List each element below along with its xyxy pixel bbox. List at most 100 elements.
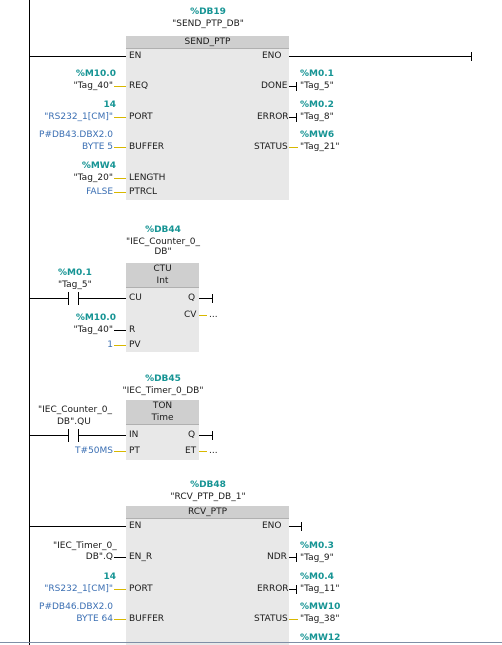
send-port-pin: PORT [129, 112, 153, 122]
rcv-error-tick [296, 585, 297, 594]
ctu-r-wire [114, 330, 126, 331]
rcv-enr-tag-line2[interactable]: DB".Q [85, 552, 113, 562]
send-ptrcl-wire [114, 192, 126, 193]
ctu-q-tick [212, 294, 213, 303]
ton-pt-pin: PT [129, 446, 140, 456]
send-req-wire [114, 86, 126, 87]
ctu-contact-address: %M0.1 [58, 268, 92, 278]
send-port-wire [114, 117, 126, 118]
rcv-enr-tag-line1[interactable]: "IEC_Timer_0_ [53, 541, 117, 551]
send-done-wire [289, 86, 297, 87]
ctu-type: Int [126, 275, 199, 288]
rcv-error-pin: ERROR [257, 584, 289, 594]
send-status-pin: STATUS [254, 142, 288, 152]
ton-et-pin: ET [185, 446, 197, 456]
ton-pt-value[interactable]: T#50MS [75, 446, 113, 456]
send-error-address: %M0.2 [300, 100, 334, 110]
rcv-error-wire [289, 589, 297, 590]
send-eno-wire [289, 56, 472, 57]
ctu-contact-tag[interactable]: "Tag_5" [58, 280, 92, 290]
send-length-tag[interactable]: "Tag_20" [73, 173, 113, 183]
rcv-ndr-pin: NDR [267, 552, 287, 562]
send-req-pin: REQ [129, 81, 149, 91]
ton-q-wire [199, 435, 213, 436]
ton-contact-tag-line2[interactable]: DB".QU [57, 417, 91, 427]
send-ptp-title: SEND_PTP [126, 36, 289, 49]
send-status-tag[interactable]: "Tag_21" [300, 142, 340, 152]
ctu-pv-value[interactable]: 1 [107, 340, 113, 350]
send-length-address: %MW4 [81, 161, 116, 171]
rcv-error-tag[interactable]: "Tag_11" [300, 584, 340, 594]
rcv-eno-pin: ENO [262, 521, 282, 531]
ton-et-wire [199, 451, 207, 452]
ctu-cu-wire-right [78, 298, 126, 299]
send-error-pin: ERROR [257, 112, 289, 122]
send-buffer-pointer[interactable]: P#DB43.DBX2.0 [39, 130, 113, 140]
send-ptrcl-pin: PTRCL [129, 187, 158, 197]
rcv-status-tag[interactable]: "Tag_38" [300, 614, 340, 624]
power-rail [29, 0, 30, 645]
ton-pt-wire [114, 451, 126, 452]
ton-q-pin: Q [188, 430, 196, 440]
rcv-status-wire [289, 619, 298, 620]
rcv-buffer-pointer[interactable]: P#DB46.DBX2.0 [39, 602, 113, 612]
rcv-enr-wire [114, 557, 126, 558]
ctu-cu-pin: CU [129, 293, 142, 303]
send-done-pin: DONE [261, 81, 288, 91]
send-req-tag[interactable]: "Tag_40" [73, 81, 113, 91]
send-en-wire [29, 56, 126, 57]
rcv-buffer-length[interactable]: BYTE 64 [76, 614, 113, 624]
send-en-pin: EN [129, 51, 142, 61]
ctu-pv-wire [114, 345, 126, 346]
rcv-en-pin: EN [129, 521, 142, 531]
ctu-cv-value[interactable]: ... [209, 310, 218, 320]
rcv-eno-tick [301, 522, 302, 531]
rcv-db-name[interactable]: "RCV_PTP_DB_1" [170, 492, 246, 502]
rcv-port-value: 14 [103, 572, 116, 582]
ctu-q-pin: Q [188, 293, 196, 303]
rcv-ndr-tag[interactable]: "Tag_9" [300, 553, 334, 563]
rcv-en-wire [29, 526, 126, 527]
send-db-name[interactable]: "SEND_PTP_DB" [172, 19, 244, 29]
rcv-next-address: %MW12 [300, 633, 341, 643]
send-done-tick [296, 82, 297, 91]
send-port-tag[interactable]: "RS232_1[CM]" [44, 112, 113, 122]
ctu-r-tag[interactable]: "Tag_40" [73, 325, 113, 335]
ton-db-number: %DB45 [145, 374, 181, 384]
send-done-tag[interactable]: "Tag_5" [300, 81, 334, 91]
ctu-r-address: %M10.0 [75, 313, 116, 323]
send-status-address: %MW6 [300, 130, 335, 140]
send-buffer-length[interactable]: BYTE 5 [82, 142, 113, 152]
contact-left-bar[interactable] [68, 292, 69, 305]
ton-type: Time [126, 412, 199, 425]
rcv-buffer-wire [114, 619, 126, 620]
rcv-port-tag[interactable]: "RS232_1[CM]" [44, 584, 113, 594]
send-buffer-wire [114, 147, 126, 148]
rcv-port-pin: PORT [129, 584, 153, 594]
send-ptrcl-value[interactable]: FALSE [86, 187, 113, 197]
ctu-db-name-line2[interactable]: DB" [154, 247, 172, 257]
ton-in-wire-left [29, 435, 68, 436]
ctu-pv-pin: PV [129, 340, 141, 350]
rcv-ptp-block[interactable] [126, 506, 289, 645]
ctu-cv-wire [199, 315, 207, 316]
send-ptp-block[interactable] [126, 36, 289, 200]
ctu-db-name-line1[interactable]: "IEC_Counter_0_ [126, 237, 200, 247]
bottom-separator [0, 642, 502, 643]
send-buffer-pin: BUFFER [129, 142, 165, 152]
ctu-r-pin: R [129, 325, 136, 335]
send-db-number: %DB19 [190, 7, 226, 17]
rcv-enr-pin: EN_R [129, 552, 153, 562]
send-length-pin: LENGTH [129, 173, 166, 183]
ton-et-value[interactable]: ... [209, 446, 218, 456]
ton-contact-left-bar[interactable] [68, 429, 69, 442]
rcv-ndr-address: %M0.3 [300, 541, 334, 551]
ctu-cu-wire-left [29, 298, 68, 299]
rcv-db-number: %DB48 [190, 480, 226, 490]
send-port-value: 14 [103, 100, 116, 110]
send-done-address: %M0.1 [300, 69, 334, 79]
send-error-tag[interactable]: "Tag_8" [300, 112, 334, 122]
rcv-status-pin: STATUS [254, 614, 288, 624]
ton-contact-tag-line1[interactable]: "IEC_Counter_0_ [38, 405, 112, 415]
ton-db-name[interactable]: "IEC_Timer_0_DB" [122, 386, 204, 396]
